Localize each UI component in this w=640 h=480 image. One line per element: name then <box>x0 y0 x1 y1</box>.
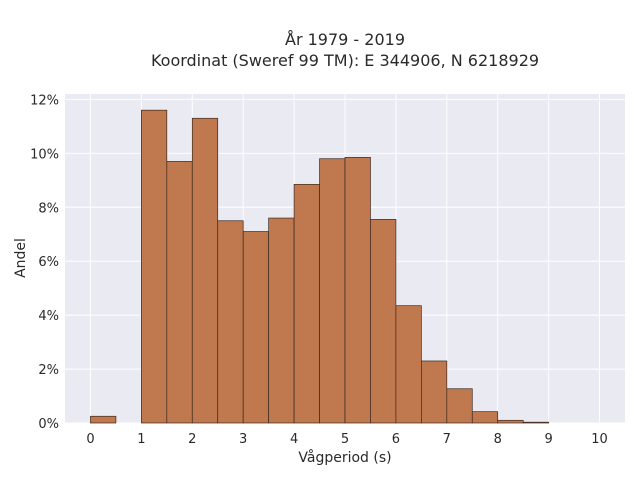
x-tick-label: 2 <box>188 432 196 447</box>
histogram-bar <box>370 219 397 424</box>
y-tick-label: 0% <box>38 417 59 432</box>
x-axis-ticks: 0 1 2 3 4 5 6 7 8 9 10 <box>86 432 608 447</box>
x-tick-label: 3 <box>239 432 247 447</box>
histogram-bar <box>421 360 448 424</box>
x-axis-label: Vågperiod (s) <box>298 449 391 466</box>
histogram-bar <box>446 388 473 424</box>
histogram-bar <box>90 415 117 424</box>
x-tick-label: 10 <box>591 432 608 447</box>
histogram-bar <box>319 158 346 424</box>
histogram-bar <box>293 183 320 424</box>
y-tick-label: 6% <box>38 255 59 270</box>
chart-title-line1: År 1979 - 2019 <box>285 30 405 49</box>
y-axis-label: Andel <box>13 238 29 278</box>
histogram-bar <box>395 305 422 424</box>
y-tick-label: 12% <box>30 93 59 108</box>
histogram-bar <box>471 411 499 424</box>
y-tick-label: 4% <box>38 309 59 324</box>
x-tick-label: 1 <box>137 432 145 447</box>
x-tick-label: 6 <box>392 432 400 447</box>
y-tick-label: 8% <box>38 201 59 216</box>
histogram-bar <box>522 421 549 424</box>
x-tick-label: 8 <box>494 432 502 447</box>
x-tick-label: 9 <box>544 432 552 447</box>
y-tick-label: 2% <box>38 363 59 378</box>
chart-title-line2: Koordinat (Sweref 99 TM): E 344906, N 62… <box>151 51 539 70</box>
histogram-bar <box>497 419 524 424</box>
histogram-bar <box>242 231 269 424</box>
y-tick-label: 10% <box>30 147 59 162</box>
x-tick-label: 4 <box>290 432 298 447</box>
bars <box>90 109 549 424</box>
histogram-bar <box>141 109 168 424</box>
x-tick-label: 5 <box>341 432 349 447</box>
histogram-bar <box>166 161 193 424</box>
histogram-bar <box>268 217 295 424</box>
x-tick-label: 0 <box>86 432 94 447</box>
x-tick-label: 7 <box>443 432 451 447</box>
histogram-bar <box>344 157 371 424</box>
histogram-bar <box>191 117 219 424</box>
histogram-bar <box>217 220 244 424</box>
y-axis-ticks: 0% 2% 4% 6% 8% 10% 12% <box>30 93 59 432</box>
